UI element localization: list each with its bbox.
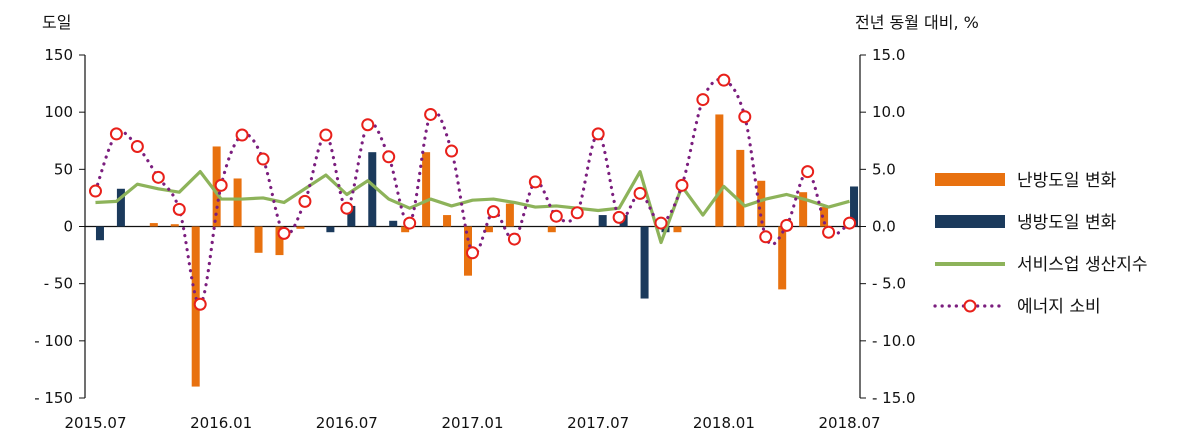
bar-heating <box>484 226 493 233</box>
energy-consumption-point <box>822 225 836 239</box>
energy-consumption-point <box>277 226 291 240</box>
energy-consumption-point <box>843 216 857 230</box>
legend-label-2: 서비스업 생산지수 <box>1017 255 1148 275</box>
y-right-tick-label: 10.0 <box>872 103 905 121</box>
y-left-axis-title: 도일 <box>42 13 71 32</box>
plot-area: 150 100 50 0 - 50 - 100 - 150 15.0 10.0 5.0 0.0 - 5… <box>34 46 915 432</box>
bar-heating <box>505 203 514 227</box>
energy-consumption-point <box>717 73 731 87</box>
energy-consumption-point <box>696 93 710 107</box>
bar-cooling <box>389 220 398 227</box>
energy-consumption-point <box>382 150 396 164</box>
legend-marker-3 <box>963 299 977 313</box>
x-tick-label: 2017.07 <box>567 414 629 432</box>
energy-consumption-point <box>256 152 270 166</box>
energy-consumption-point <box>361 118 375 132</box>
energy-consumption-point <box>88 184 102 198</box>
energy-consumption-point <box>507 232 521 246</box>
bar-heating <box>673 226 682 233</box>
y-right-tick-label: 5.0 <box>872 160 896 178</box>
legend-label-3: 에너지 소비 <box>1017 297 1101 317</box>
energy-consumption-point <box>780 218 794 232</box>
y-left-tick-label: - 100 <box>34 332 73 350</box>
energy-consumption-point <box>486 205 500 219</box>
energy-consumption-point <box>403 216 417 230</box>
x-tick-label: 2018.07 <box>819 414 881 432</box>
bar-cooling <box>95 226 104 241</box>
y-left-tick-label: - 50 <box>44 275 73 293</box>
bar-heating <box>254 226 263 253</box>
y-right-tick-label: - 15.0 <box>872 389 916 407</box>
legend-label-1: 냉방도일 변화 <box>1017 213 1117 233</box>
bar-heating <box>547 226 556 233</box>
energy-consumption-point <box>633 186 647 200</box>
y-right-tick-label: - 5.0 <box>872 275 906 293</box>
bar-heating <box>799 192 808 227</box>
legend-swatch-1 <box>935 215 1005 228</box>
energy-consumption-point <box>130 139 144 153</box>
bar-cooling <box>326 226 335 233</box>
bar-heating <box>715 114 724 227</box>
energy-consumption-point <box>549 209 563 223</box>
y-right-tick-label: - 10.0 <box>872 332 916 350</box>
bar-heating <box>170 224 179 227</box>
energy-consumption-point <box>612 210 626 224</box>
energy-consumption-point <box>214 178 228 192</box>
service-index-line <box>95 170 850 245</box>
y-right-axis-title: 전년 동월 대비, % <box>855 13 979 32</box>
x-tick-label: 2016.01 <box>190 414 252 432</box>
bar-cooling <box>116 188 125 227</box>
x-tick-label: 2015.07 <box>64 414 126 432</box>
energy-consumption-point <box>424 107 438 121</box>
y-left-tick-label: 150 <box>44 46 73 64</box>
bar-heating <box>149 223 158 227</box>
legend-swatch-0 <box>935 173 1005 186</box>
energy-consumption-point <box>570 206 584 220</box>
energy-consumption-point <box>759 230 773 244</box>
energy-consumption-point <box>445 144 459 158</box>
energy-consumption-point <box>591 127 605 141</box>
bar-heating <box>233 178 242 227</box>
x-tick-label: 2018.01 <box>693 414 755 432</box>
y-left-tick-label: 50 <box>54 160 73 178</box>
bar-heating <box>296 226 305 229</box>
x-tick-label: 2017.01 <box>441 414 503 432</box>
bar-cooling <box>598 215 607 227</box>
bar-heating <box>757 180 766 227</box>
energy-consumption-point <box>654 216 668 230</box>
energy-consumption-point <box>466 246 479 260</box>
energy-consumption-point <box>235 128 249 142</box>
energy-consumption-point <box>801 165 815 179</box>
bar-heating <box>443 215 452 227</box>
energy-consumption-point <box>151 170 165 184</box>
energy-consumption-point <box>319 128 333 142</box>
energy-consumption-point <box>109 127 123 141</box>
bar-heating <box>736 149 745 227</box>
energy-consumption-point <box>193 297 207 311</box>
bar-cooling <box>640 226 649 299</box>
energy-consumption-point <box>675 178 689 192</box>
bar-cooling <box>368 152 377 227</box>
energy-consumption-point <box>738 110 752 124</box>
legend-label-0: 난방도일 변화 <box>1017 171 1117 191</box>
y-left-tick-label: - 150 <box>34 389 73 407</box>
bar-heating <box>422 152 431 227</box>
energy-consumption-point <box>298 194 312 208</box>
bar-heating <box>778 226 787 290</box>
y-right-tick-label: 15.0 <box>872 46 905 64</box>
energy-consumption-point <box>528 175 542 189</box>
x-tick-label: 2016.07 <box>316 414 378 432</box>
energy-consumption-point <box>172 202 186 216</box>
y-left-tick-label: 0 <box>63 218 73 236</box>
bar-cooling <box>347 205 356 227</box>
y-right-tick-label: 0.0 <box>872 218 896 236</box>
y-left-tick-label: 100 <box>44 103 73 121</box>
bar-heating <box>275 226 284 256</box>
energy-consumption-point <box>340 201 354 215</box>
bar-heating <box>401 226 410 233</box>
bar-cooling <box>850 186 859 227</box>
